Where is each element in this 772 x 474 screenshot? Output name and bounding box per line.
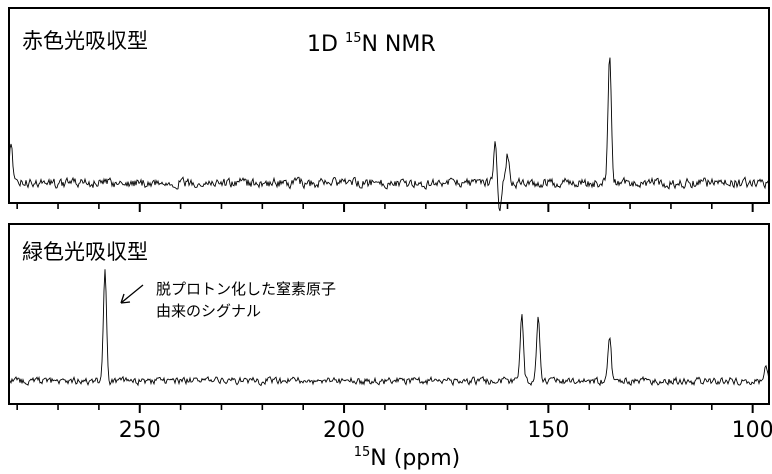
panel-top: 赤色光吸収型 1D 15N NMR: [8, 7, 770, 212]
chart-title-sup: 15: [345, 31, 362, 46]
x-tick-labels: 250 200 150 100: [119, 418, 772, 443]
panel-bottom-frame: [8, 223, 770, 405]
annotation-line-1: 脱プロトン化した窒素原子: [156, 280, 336, 298]
x-axis-title-text: N (ppm): [370, 446, 460, 471]
axis-ticks-top: [16, 203, 754, 212]
annotation-arrow-shaft: [120, 284, 144, 304]
chart-title-prefix: 1D: [307, 32, 345, 57]
panel-bottom-label: 緑色光吸収型: [22, 240, 148, 264]
annotation-arrow-head-1: [120, 301, 131, 304]
chart-title-suffix: N NMR: [361, 32, 435, 57]
panel-top-frame: [8, 7, 770, 204]
annotation-line-2: 由来のシグナル: [156, 302, 261, 320]
x-tick-label: 250: [119, 418, 161, 443]
spectrum-line-bottom: [8, 269, 770, 387]
x-tick-label: 100: [732, 418, 772, 443]
panel-top-label: 赤色光吸収型: [22, 29, 148, 53]
x-tick-label: 200: [323, 418, 365, 443]
spectrum-line-top: [8, 57, 770, 212]
x-tick-label: 150: [527, 418, 569, 443]
x-axis-title: 15N (ppm): [354, 445, 461, 471]
annotation-arrow-head-2: [120, 293, 125, 304]
chart-title: 1D 15N NMR: [307, 31, 436, 57]
x-axis-title-sup: 15: [354, 445, 371, 460]
axis-ticks-bottom: [16, 404, 754, 413]
panel-bottom: 緑色光吸収型 脱プロトン化した窒素原子 由来のシグナル: [8, 223, 770, 413]
